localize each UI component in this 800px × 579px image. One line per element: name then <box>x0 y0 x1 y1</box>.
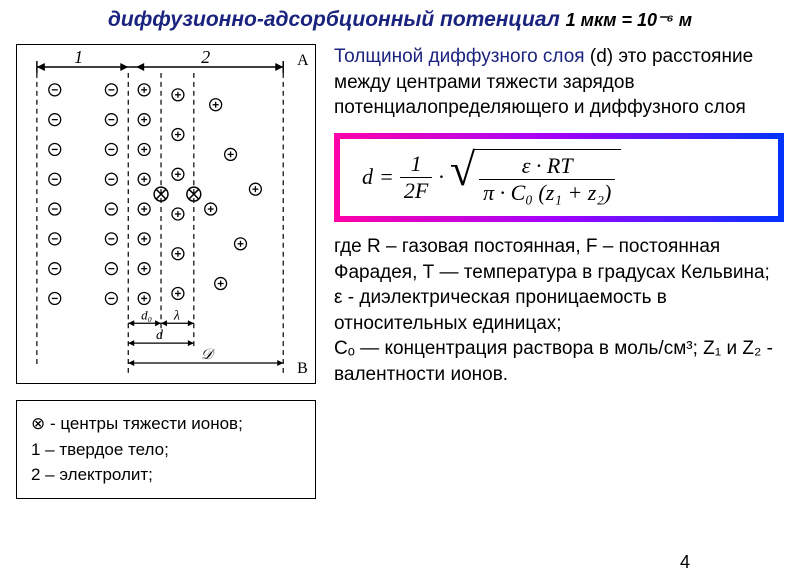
sqrt-icon: √ <box>450 149 475 206</box>
label-a: A <box>297 52 309 69</box>
dimension-arrows: d₀ λ d 𝒟 <box>128 307 283 366</box>
page-number: 4 <box>680 552 690 573</box>
label-b: B <box>297 360 308 377</box>
formula-box: d = 1 2F · √ ε · RT π · C₀ (z₁ + z₂) <box>334 133 784 222</box>
formula: d = 1 2F · √ ε · RT π · C₀ (z₁ + z₂) <box>340 139 778 216</box>
diagram-svg: 1 2 A B <box>17 45 315 383</box>
right-column: Толщиной диффузного слоя (d) это расстоя… <box>334 44 784 499</box>
radicand: ε · RT π · C₀ (z₁ + z₂) <box>479 153 615 206</box>
coef-den: 2F <box>400 178 432 204</box>
region1-label: 1 <box>74 47 83 67</box>
svg-text:d₀: d₀ <box>141 307 152 322</box>
title-unit: 1 мкм = 10⁻⁶ м <box>566 10 692 30</box>
radicand-num: ε · RT <box>518 153 577 179</box>
coef-num: 1 <box>407 151 426 177</box>
svg-text:d: d <box>156 328 163 343</box>
formula-lhs: d <box>362 164 373 190</box>
formula-sqrt: √ ε · RT π · C₀ (z₁ + z₂) <box>450 149 622 206</box>
formula-dot: · <box>438 164 444 190</box>
svg-text:𝒟: 𝒟 <box>201 347 216 363</box>
legend-line-1: 1 – твердое тело; <box>31 437 301 463</box>
legend-line-sym: ⊗ - центры тяжести ионов; <box>31 411 301 437</box>
title-main: диффузионно-адсорбционный потенциал <box>108 8 560 31</box>
positive-charges <box>138 84 261 305</box>
region2-label: 2 <box>201 47 210 67</box>
content-area: 1 2 A B <box>0 36 800 507</box>
left-column: 1 2 A B <box>16 44 316 499</box>
description-paragraph: Толщиной диффузного слоя (d) это расстоя… <box>334 44 784 121</box>
formula-coef: 1 2F <box>400 151 432 204</box>
legend-line-2: 2 – электролит; <box>31 462 301 488</box>
radicand-den: π · C₀ (z₁ + z₂) <box>479 180 615 206</box>
diagram: 1 2 A B <box>16 44 316 384</box>
negative-charges <box>49 84 118 305</box>
definitions: где R – газовая постоянная, F – постоянн… <box>334 234 784 388</box>
formula-eq: = <box>379 164 394 190</box>
para-lead: Толщиной диффузного слоя <box>334 46 585 67</box>
svg-text:λ: λ <box>173 308 180 323</box>
legend: ⊗ - центры тяжести ионов; 1 – твердое те… <box>16 400 316 499</box>
slide-title: диффузионно-адсорбционный потенциал 1 мк… <box>0 0 800 36</box>
